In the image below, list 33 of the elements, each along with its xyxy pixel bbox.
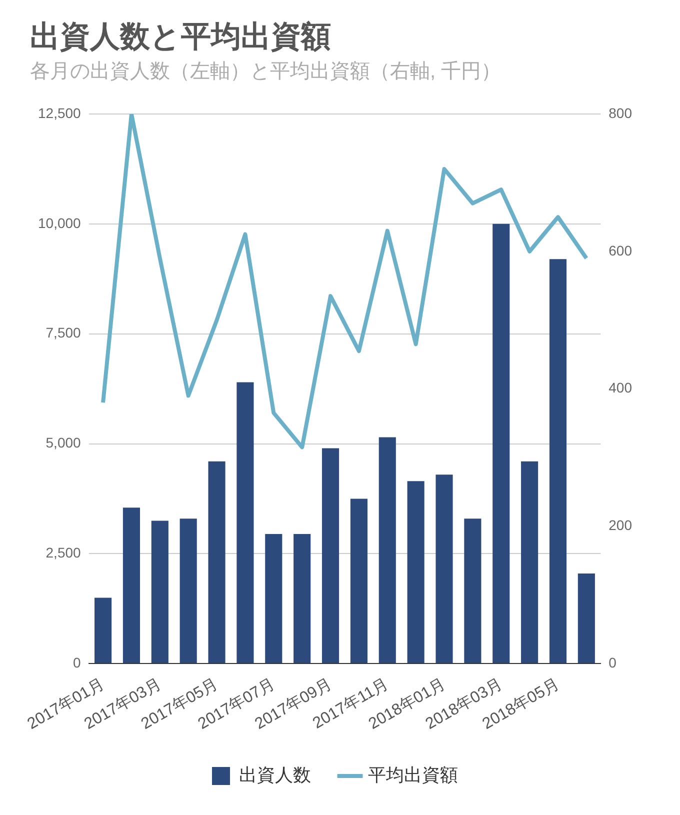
- bar: [521, 461, 538, 664]
- y-tick-label: 10,000: [38, 214, 82, 231]
- y2-tick-label: 400: [608, 380, 632, 396]
- bar: [94, 598, 112, 664]
- legend-label: 平均出資額: [368, 764, 458, 785]
- y-tick-label: 0: [73, 654, 82, 671]
- bar: [208, 461, 226, 664]
- y-tick-label: 7,500: [46, 324, 82, 341]
- bar: [265, 534, 282, 664]
- bar: [578, 574, 595, 664]
- y-tick-label: 12,500: [38, 104, 82, 121]
- bar: [378, 437, 396, 664]
- y-tick-label: 2,500: [46, 544, 82, 561]
- bar: [549, 259, 567, 664]
- bar: [236, 382, 254, 664]
- bar: [436, 474, 453, 664]
- y-tick-label: 5,000: [46, 434, 82, 451]
- bar: [294, 534, 311, 664]
- bar: [492, 224, 510, 664]
- bar: [464, 518, 482, 664]
- y2-tick-label: 200: [608, 517, 632, 534]
- bar: [180, 518, 197, 664]
- y2-tick-label: 0: [608, 654, 617, 671]
- bar: [322, 448, 340, 664]
- y2-tick-label: 800: [608, 104, 632, 121]
- legend-label: 出資人数: [239, 764, 311, 785]
- bar: [122, 508, 140, 664]
- bar: [407, 481, 424, 664]
- bar: [151, 520, 168, 664]
- chart-title: 出資人数と平均出資額: [30, 20, 331, 54]
- y2-tick-label: 600: [608, 242, 632, 258]
- chart-subtitle: 各月の出資人数（左軸）と平均出資額（右軸, 千円）: [30, 60, 502, 83]
- bar: [350, 498, 368, 664]
